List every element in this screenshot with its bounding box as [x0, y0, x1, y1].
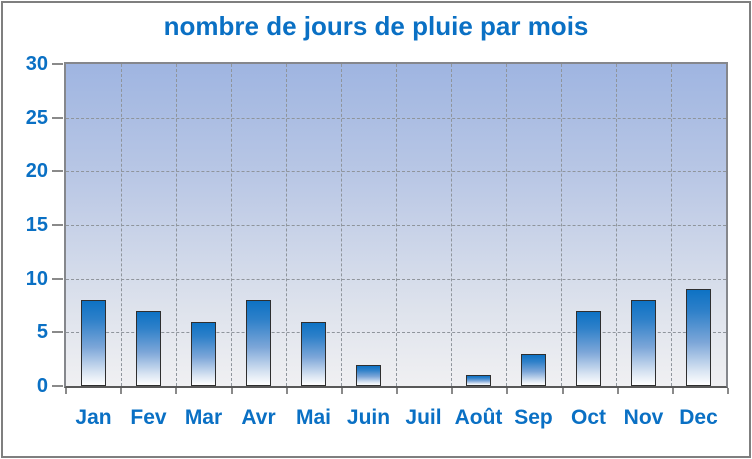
x-tick-label-mar: Mar: [184, 406, 223, 429]
grid-line-v-7: [451, 64, 452, 386]
x-tick-label-nov: Nov: [623, 406, 664, 429]
x-tick-label-oct: Oct: [570, 406, 606, 429]
bar-nov: [631, 300, 656, 386]
y-tick-mark-5: [52, 331, 63, 334]
y-tick-mark-25: [52, 116, 63, 119]
bar-mai: [301, 321, 326, 386]
x-tick-label-août: Août: [454, 406, 503, 429]
x-tick-label-dec: Dec: [679, 406, 718, 429]
chart-title: nombre de jours de pluie par mois: [163, 11, 589, 41]
grid-line-v-4: [286, 64, 287, 386]
bar-mar: [191, 321, 216, 386]
x-tick-mark-1: [120, 388, 123, 394]
x-tick-mark-7: [451, 388, 454, 394]
x-tick-mark-8: [506, 388, 509, 394]
grid-line-v-10: [616, 64, 617, 386]
bar-août: [466, 375, 491, 386]
bar-jan: [81, 300, 106, 386]
y-tick-label-10: 10: [25, 267, 48, 290]
grid-line-v-11: [671, 64, 672, 386]
y-tick-mark-20: [52, 170, 63, 173]
y-tick-mark-0: [52, 385, 63, 387]
y-tick-mark-15: [52, 224, 63, 226]
grid-line-v-6: [396, 64, 397, 386]
x-tick-mark-0: [65, 388, 67, 394]
x-tick-mark-4: [285, 388, 288, 394]
x-tick-mark-6: [396, 388, 398, 394]
x-tick-label-fev: Fev: [130, 406, 167, 429]
y-tick-label-25: 25: [25, 106, 48, 129]
grid-line-v-2: [176, 64, 177, 386]
x-tick-label-mai: Mai: [295, 406, 331, 429]
y-tick-label-0: 0: [36, 375, 48, 397]
y-tick-mark-10: [52, 277, 63, 280]
bar-dec: [686, 289, 711, 386]
bar-fev: [136, 310, 161, 386]
x-tick-label-avr: Avr: [241, 406, 276, 429]
x-tick-label-jan: Jan: [75, 406, 112, 429]
x-tick-label-juin: Juin: [346, 406, 391, 429]
x-tick-mark-3: [230, 388, 233, 394]
grid-line-v-8: [506, 64, 507, 386]
x-tick-mark-10: [616, 388, 619, 394]
x-tick-mark-11: [671, 388, 674, 394]
x-tick-label-sep: Sep: [514, 406, 553, 429]
bar-oct: [576, 310, 601, 386]
plot-area: [64, 62, 728, 388]
bar-avr: [246, 300, 271, 386]
bar-sep: [521, 353, 546, 386]
grid-line-v-5: [341, 64, 342, 386]
bar-juin: [356, 364, 381, 386]
y-tick-mark-30: [52, 63, 63, 65]
y-tick-label-30: 30: [25, 53, 48, 75]
x-tick-label-juil: Juil: [405, 406, 442, 429]
x-tick-mark-2: [175, 388, 178, 394]
x-tick-mark-12: [727, 388, 729, 394]
grid-line-v-3: [231, 64, 232, 386]
x-tick-mark-9: [561, 388, 564, 394]
grid-line-v-1: [121, 64, 122, 386]
x-tick-mark-5: [340, 388, 343, 394]
grid-line-v-9: [561, 64, 562, 386]
y-tick-label-5: 5: [36, 321, 48, 344]
y-tick-label-20: 20: [25, 160, 48, 183]
y-tick-label-15: 15: [25, 214, 48, 236]
